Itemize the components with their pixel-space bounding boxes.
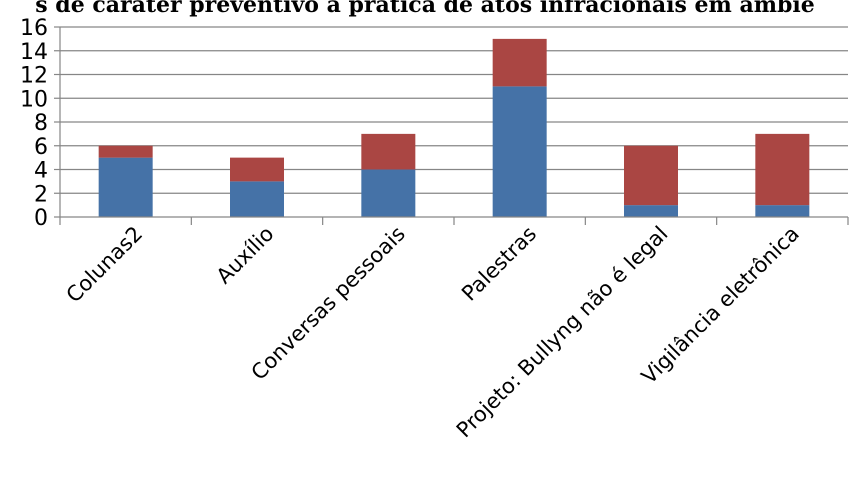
y-tick-label: 4 [34,159,48,184]
bar-series1-4 [624,205,678,217]
bar-series2-3 [492,38,547,87]
x-tick-label: Projeto: Bullyng não é legal [452,222,673,443]
x-tick-label: Colunas2 [62,222,148,308]
x-tick-label: Conversas pessoais [247,222,410,385]
y-tick-label: 0 [34,206,48,231]
bar-series2-1 [230,157,284,182]
y-tick-label: 6 [34,135,48,160]
gridlines [54,26,848,218]
bar-series1-0 [98,157,153,217]
bar-series2-5 [755,133,810,206]
bars [98,38,810,217]
y-tick-label: 12 [20,64,48,89]
y-tick-label: 16 [20,16,48,41]
bar-series1-5 [755,205,810,217]
bar-series2-2 [361,133,416,170]
bar-series1-2 [361,169,416,217]
y-tick-label: 14 [20,40,48,65]
y-tick-label: 2 [34,182,48,207]
x-tick-label: Palestras [457,222,541,306]
y-tick-label: 8 [34,111,48,136]
y-tick-label: 10 [20,87,48,112]
bar-series2-0 [98,145,153,158]
axes [59,27,849,225]
bar-series1-3 [492,86,547,217]
bar-series2-4 [624,145,678,206]
x-tick-label: Auxílio [212,222,279,289]
bar-series1-1 [230,181,284,217]
chart-title: s de caráter preventivo à prática de ato… [35,0,814,18]
